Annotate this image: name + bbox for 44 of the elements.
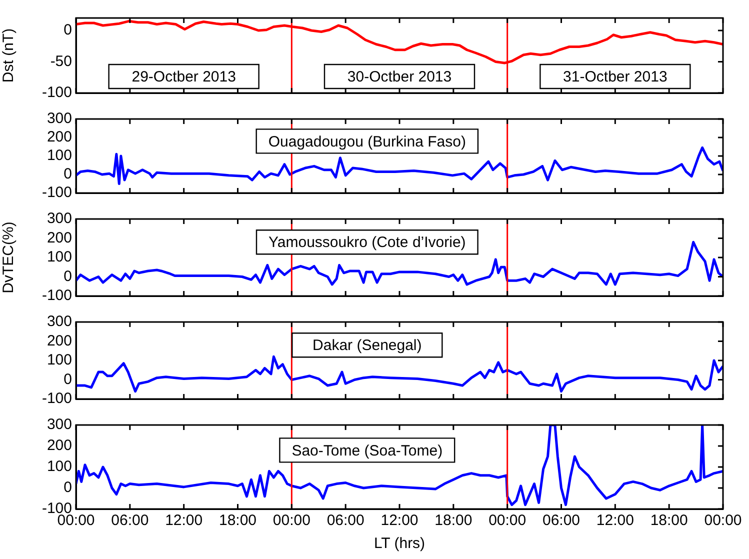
x-tick-label: 18:00 xyxy=(434,512,472,530)
y-tick-label: 100 xyxy=(46,458,72,476)
y-tick-label: 300 xyxy=(46,313,72,330)
x-tick-label: 18:00 xyxy=(218,512,257,530)
annotation: 30-Octber 2013 xyxy=(347,68,452,86)
y-tick-label: 100 xyxy=(46,352,72,369)
y-tick-label: 100 xyxy=(46,248,72,266)
x-tick-label: 06:00 xyxy=(111,512,149,530)
x-tick-label: 06:00 xyxy=(542,512,580,530)
y-tick-label: 0 xyxy=(64,22,72,39)
annotation: Yamoussoukro (Cote d’Ivorie) xyxy=(268,234,466,252)
y-tick-label: -100 xyxy=(42,390,72,408)
y-tick-label: 300 xyxy=(46,416,72,434)
annotation: 29-Octber 2013 xyxy=(132,68,236,86)
x-tick-label: 00:00 xyxy=(488,512,526,530)
y-tick-label: -50 xyxy=(50,52,72,70)
y-tick-label: 200 xyxy=(46,332,72,350)
x-tick-label: 12:00 xyxy=(165,512,203,530)
y-tick-label: 200 xyxy=(46,128,72,146)
x-axis-title: LT (hrs) xyxy=(374,535,426,552)
y-tick-label: 0 xyxy=(64,479,72,496)
y-tick-label: 300 xyxy=(46,110,72,128)
y-tick-label: -100 xyxy=(42,184,72,202)
annotation: Dakar (Senegal) xyxy=(312,337,422,354)
x-tick-label: 12:00 xyxy=(596,512,634,530)
y-tick-label: 0 xyxy=(64,268,72,285)
y-tick-label: 300 xyxy=(46,210,72,228)
y-tick-label: 0 xyxy=(64,370,72,388)
annotation: 31-Octber 2013 xyxy=(563,68,668,86)
y-tick-label: 0 xyxy=(64,166,72,183)
annotation: Ouagadougou (Burkina Faso) xyxy=(268,133,466,150)
x-tick-label: 00:00 xyxy=(272,512,310,530)
y-tick-label: -100 xyxy=(42,287,72,304)
y-tick-label: 200 xyxy=(46,437,72,454)
y-axis-title: Dst (nT) xyxy=(0,28,18,83)
y-axis-title: DvTEC(%) xyxy=(0,222,18,294)
x-tick-label: 18:00 xyxy=(650,512,688,530)
annotation: Sao-Tome (Soa-Tome) xyxy=(292,442,443,460)
y-tick-label: 100 xyxy=(46,147,72,164)
x-tick-label: 06:00 xyxy=(326,512,364,530)
y-tick-label: -100 xyxy=(42,84,72,102)
y-tick-label: 200 xyxy=(46,229,72,246)
x-tick-label: 00:00 xyxy=(704,512,742,530)
x-tick-label: 12:00 xyxy=(380,512,418,530)
